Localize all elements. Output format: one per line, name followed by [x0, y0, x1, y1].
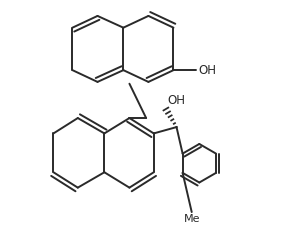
- Text: Me: Me: [184, 214, 200, 224]
- Text: OH: OH: [199, 64, 216, 77]
- Text: OH: OH: [167, 94, 185, 107]
